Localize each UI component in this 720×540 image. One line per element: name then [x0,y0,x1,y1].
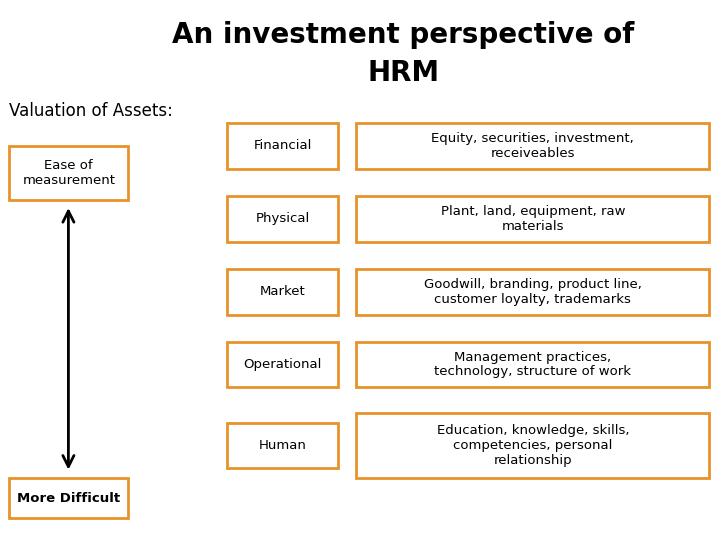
FancyBboxPatch shape [356,268,709,314]
Text: Operational: Operational [243,358,322,371]
FancyBboxPatch shape [227,268,338,314]
FancyBboxPatch shape [356,341,709,388]
Text: Market: Market [260,285,305,298]
FancyBboxPatch shape [227,341,338,388]
FancyBboxPatch shape [227,123,338,168]
Text: HRM: HRM [367,59,439,87]
Text: Human: Human [258,439,307,452]
Text: Ease of
measurement: Ease of measurement [22,159,115,187]
FancyBboxPatch shape [356,123,709,168]
Text: More Difficult: More Difficult [17,491,120,505]
Text: Education, knowledge, skills,
competencies, personal
relationship: Education, knowledge, skills, competenci… [436,424,629,467]
Text: Equity, securities, investment,
receiveables: Equity, securities, investment, receivea… [431,132,634,160]
Text: Valuation of Assets:: Valuation of Assets: [9,102,174,120]
FancyBboxPatch shape [356,195,709,241]
FancyBboxPatch shape [9,146,128,200]
Text: Management practices,
technology, structure of work: Management practices, technology, struct… [434,350,631,379]
Text: An investment perspective of: An investment perspective of [172,21,634,49]
Text: Physical: Physical [256,212,310,225]
FancyBboxPatch shape [227,195,338,241]
FancyBboxPatch shape [227,422,338,469]
FancyBboxPatch shape [356,413,709,478]
Text: Plant, land, equipment, raw
materials: Plant, land, equipment, raw materials [441,205,625,233]
Text: Goodwill, branding, product line,
customer loyalty, trademarks: Goodwill, branding, product line, custom… [424,278,642,306]
FancyBboxPatch shape [9,478,128,518]
Text: Financial: Financial [253,139,312,152]
